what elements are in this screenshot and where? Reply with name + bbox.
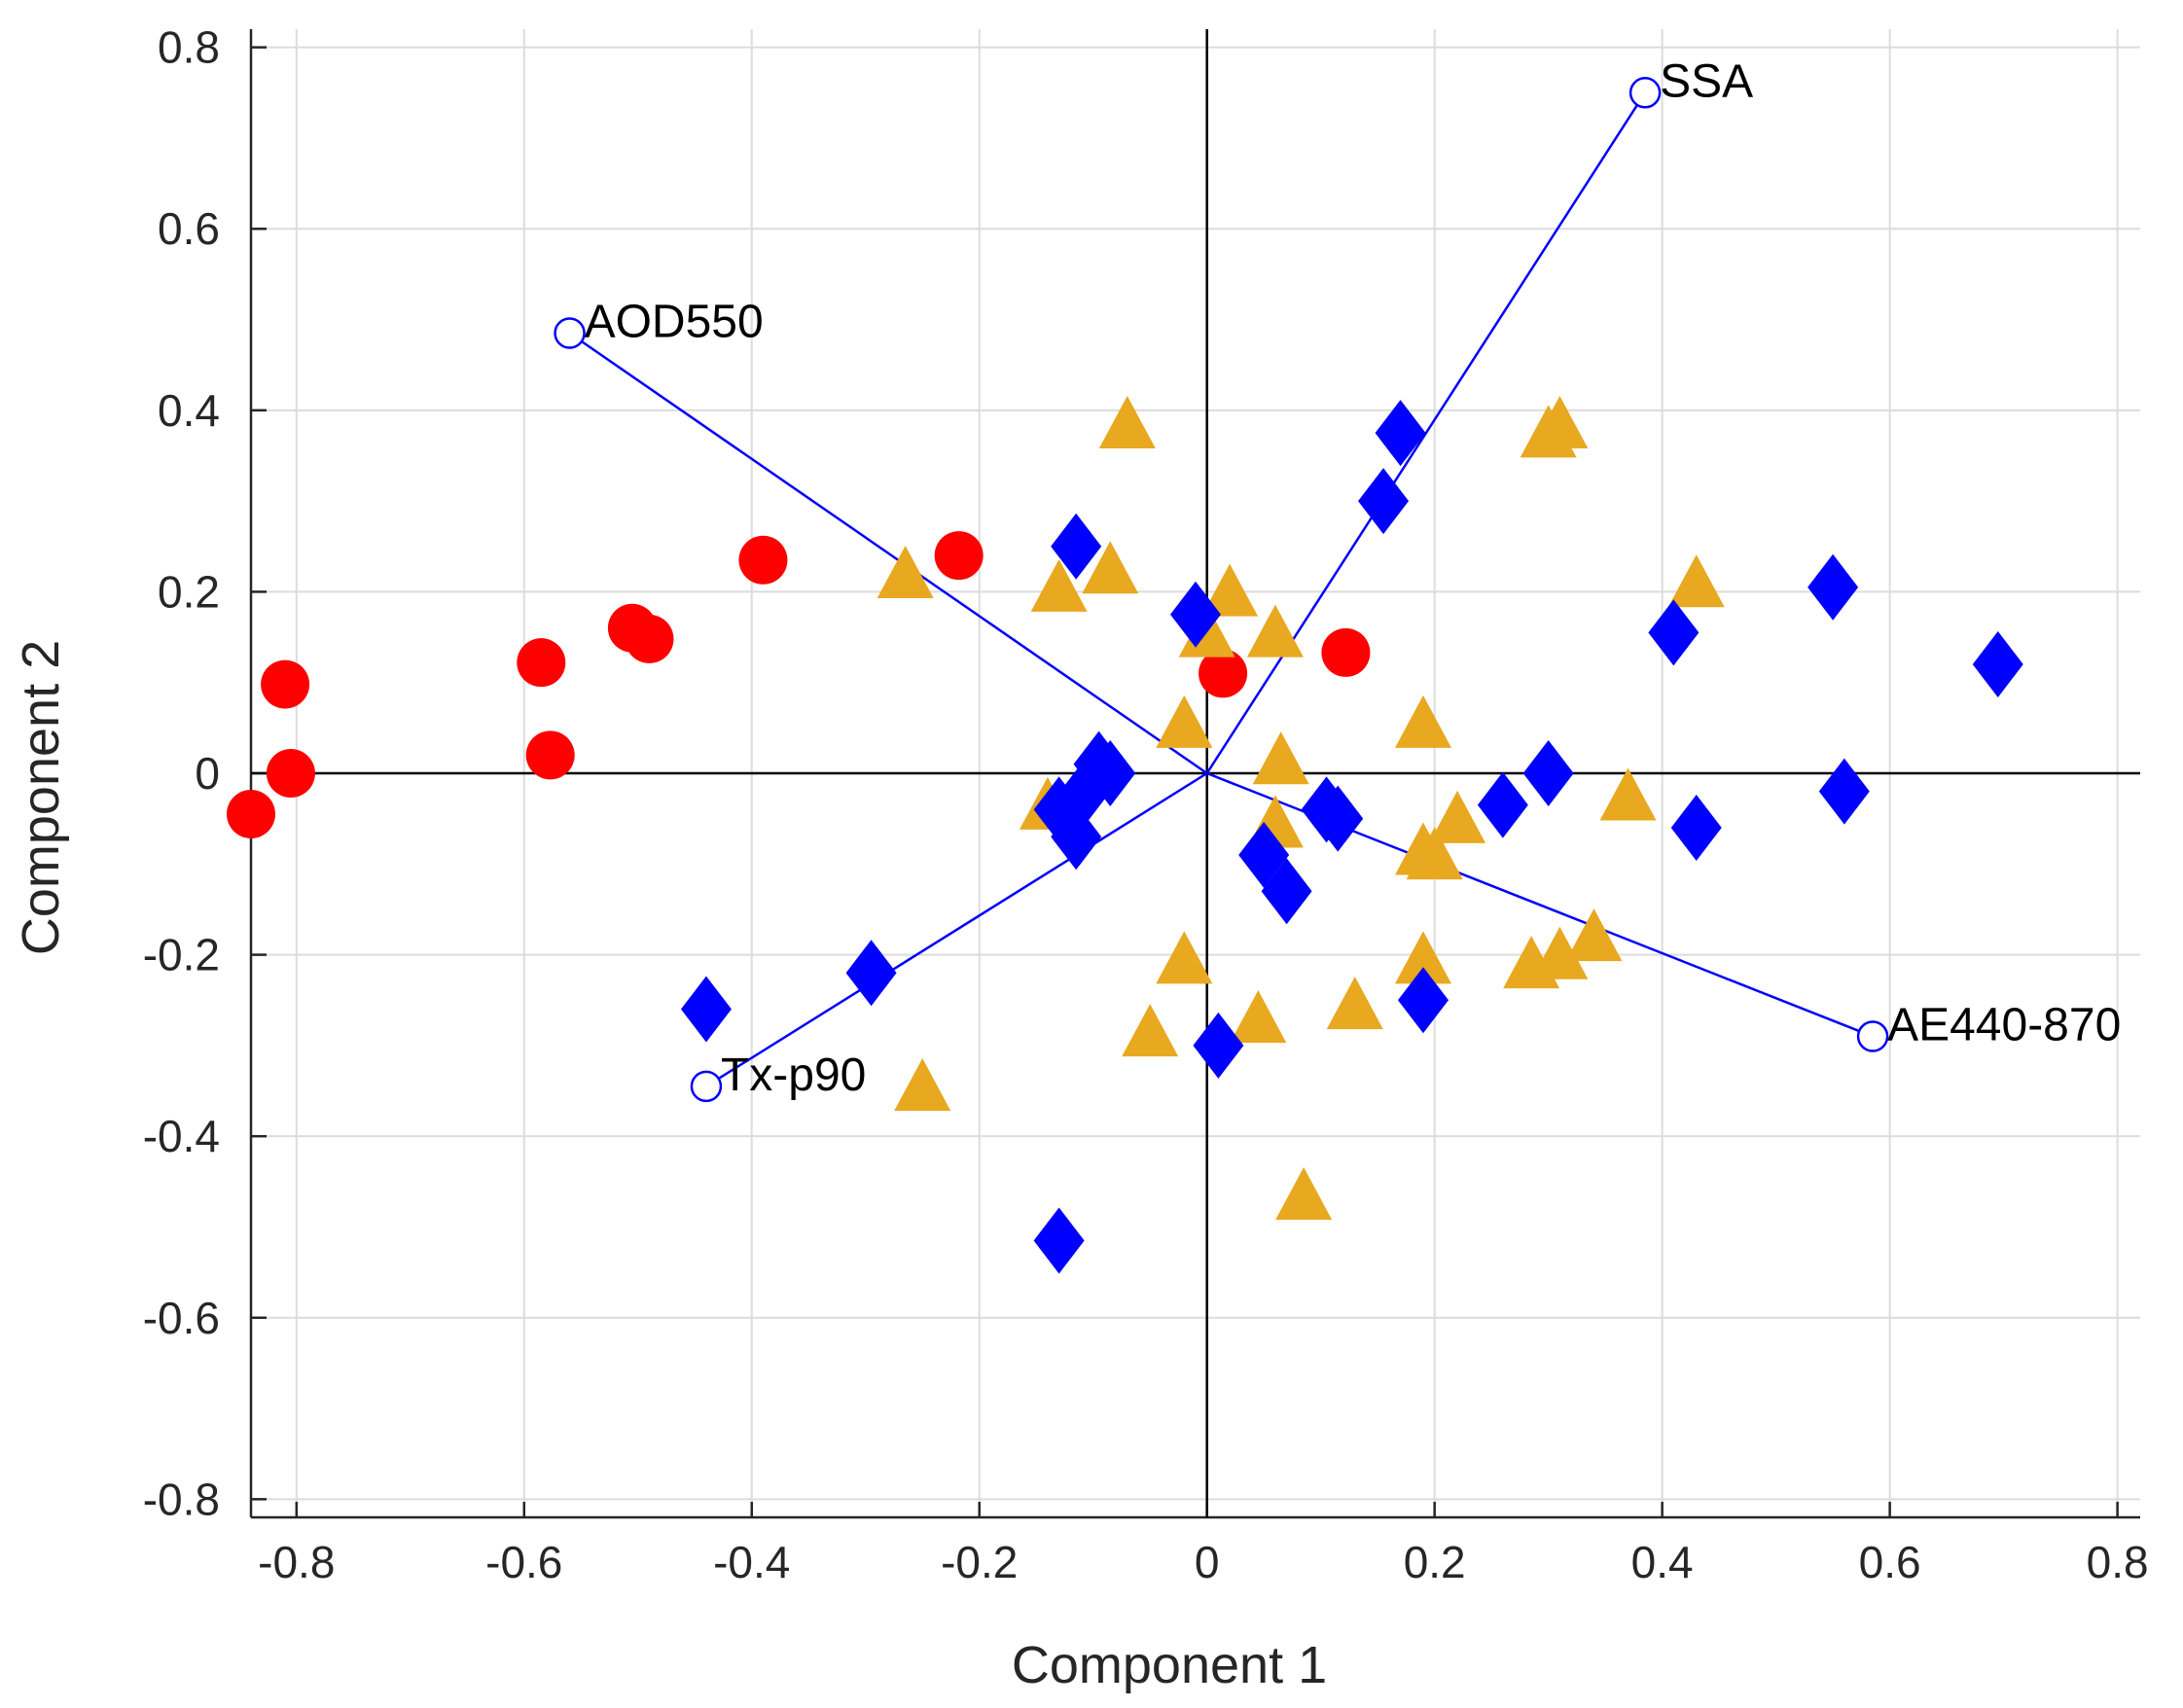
triangle-marker	[1326, 977, 1383, 1030]
x-tick-label: 0	[1195, 1537, 1220, 1587]
circle-marker	[227, 789, 275, 838]
x-tick-label: -0.8	[258, 1537, 335, 1587]
triangle-marker	[1122, 1004, 1179, 1057]
diamond-marker	[1818, 758, 1870, 825]
circle-marker	[261, 659, 310, 709]
diamond-marker	[1085, 740, 1136, 806]
triangle-marker	[1098, 396, 1156, 449]
triangle-marker	[1156, 931, 1213, 984]
triangle-marker	[1246, 604, 1304, 658]
y-axis-title: Component 2	[12, 640, 70, 955]
triangle-marker	[1230, 990, 1287, 1044]
vector-end-marker	[1628, 77, 1662, 109]
x-tick-label: 0.4	[1631, 1537, 1694, 1587]
y-tick-label: -0.6	[143, 1293, 220, 1343]
triangle-marker	[894, 1058, 951, 1112]
y-tick-label: 0.8	[158, 22, 220, 73]
y-tick-label: -0.2	[143, 930, 220, 980]
vector-label: AE440-870	[1887, 1000, 2121, 1051]
y-tick-label: -0.4	[143, 1111, 220, 1161]
triangle-marker	[877, 545, 934, 598]
x-tick-label: -0.2	[941, 1537, 1018, 1587]
y-tick-label: 0.6	[158, 203, 220, 254]
circle-marker	[517, 638, 566, 688]
circle-marker	[1321, 627, 1371, 677]
triangle-marker	[1201, 563, 1259, 617]
diamond-marker	[1397, 967, 1449, 1034]
diamond-marker	[1312, 785, 1364, 852]
diamond-marker	[1807, 553, 1859, 621]
x-tick-label: 0.2	[1404, 1537, 1466, 1587]
triangle-marker	[1599, 767, 1657, 821]
vector-line	[568, 332, 1208, 775]
diamond-marker	[1033, 1207, 1085, 1274]
triangle-marker	[1667, 554, 1725, 608]
diamond-marker	[1522, 740, 1574, 806]
x-axis-title: Component 1	[1012, 1636, 1327, 1694]
triangle-marker	[1082, 541, 1139, 594]
triangle-marker	[1565, 908, 1623, 962]
triangle-marker	[1394, 694, 1451, 748]
labels: AOD550 SSA AE440-870 Tx-p90	[554, 55, 2121, 1103]
axes: -0.8 -0.6 -0.4 -0.2 0 0.2 0.4 0.6 0.8 -0.8 -0.6 -0.…	[143, 22, 2149, 1587]
triangle-marker	[1030, 558, 1088, 612]
vector-label: SSA	[1660, 55, 1753, 107]
diamond-marker	[1648, 599, 1700, 666]
diamond-marker	[1193, 1012, 1244, 1079]
vector-label: AOD550	[585, 297, 764, 348]
diamond-marker	[1358, 468, 1410, 535]
triangle-marker	[1394, 931, 1451, 984]
triangle-marker	[1429, 790, 1486, 843]
x-tick-label: -0.4	[713, 1537, 790, 1587]
diamond-marker	[1477, 771, 1528, 838]
triangle-marker	[1406, 827, 1463, 880]
triangle-marker	[1531, 396, 1589, 449]
vector-line	[705, 771, 1208, 1087]
y-tick-label: 0.4	[158, 385, 220, 436]
circle-marker	[738, 535, 788, 585]
triangle-marker	[1531, 926, 1589, 979]
score-markers	[227, 396, 2023, 1274]
diamond-marker	[680, 976, 732, 1043]
circle-marker	[1199, 649, 1248, 698]
y-tick-label: 0	[195, 748, 220, 799]
diamond-marker	[1972, 631, 2023, 698]
vector-line	[1205, 91, 1647, 774]
diamond-marker	[1051, 803, 1102, 871]
diamond-marker	[1670, 794, 1722, 861]
y-tick-label: 0.2	[158, 566, 220, 617]
vector-end-marker	[1856, 1020, 1889, 1052]
triangle-marker	[1252, 731, 1309, 785]
diamond-marker	[845, 940, 897, 1007]
circle-marker	[625, 614, 674, 663]
triangle-marker	[1275, 1166, 1333, 1220]
circle-marker	[266, 749, 315, 798]
vector-end-marker	[690, 1070, 723, 1103]
circle-marker	[934, 531, 984, 581]
diamond-marker	[1261, 858, 1312, 925]
circle-marker	[525, 730, 575, 780]
vector-label: Tx-p90	[721, 1050, 866, 1101]
diamond-marker	[1051, 513, 1102, 580]
y-tick-label: -0.8	[143, 1474, 220, 1524]
diamond-marker	[1170, 581, 1221, 648]
triangle-marker	[1156, 694, 1213, 748]
x-tick-label: 0.8	[2087, 1537, 2149, 1587]
x-tick-label: -0.6	[485, 1537, 562, 1587]
vector-end-marker	[554, 317, 586, 349]
diamond-marker	[1375, 400, 1426, 467]
x-tick-label: 0.6	[1859, 1537, 1921, 1587]
